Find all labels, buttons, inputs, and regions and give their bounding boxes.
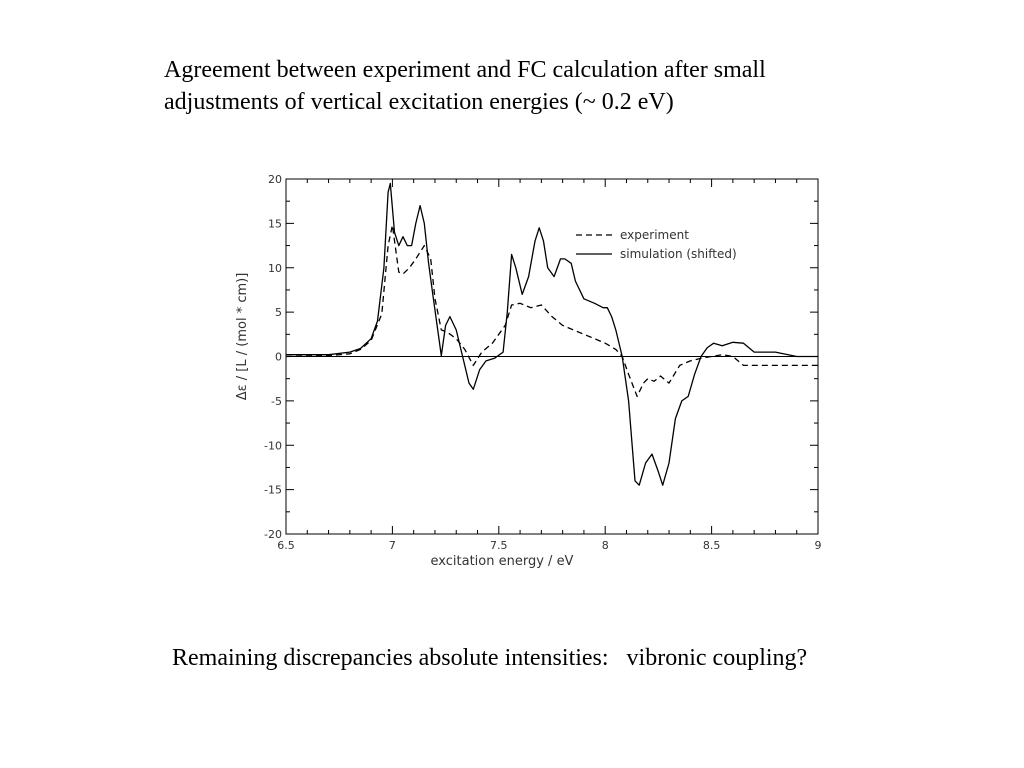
- series-line-experiment: [285, 224, 818, 398]
- y-tick-label: 0: [275, 351, 282, 364]
- y-tick-label: -20: [264, 528, 282, 541]
- y-tick-label: -5: [271, 395, 282, 408]
- y-tick-label: 20: [268, 173, 282, 186]
- x-tick-label: 7.5: [490, 539, 508, 552]
- slide-title: Agreement between experiment and FC calc…: [164, 54, 924, 118]
- x-tick-label: 6.5: [277, 539, 295, 552]
- x-tick-label: 8.5: [703, 539, 721, 552]
- x-tick-label: 9: [815, 539, 822, 552]
- y-axis-ticks: -20 -15 -10 -5 0 5 10 15 20: [264, 173, 818, 541]
- legend-label-experiment: experiment: [620, 228, 689, 242]
- y-tick-label: -10: [264, 439, 282, 452]
- series-group: [285, 182, 818, 486]
- x-tick-label: 8: [602, 539, 609, 552]
- slide-footer: Remaining discrepancies absolute intensi…: [172, 645, 808, 671]
- y-axis-title: Δε / [L / (mol * cm)]: [235, 273, 250, 401]
- x-axis-title: excitation energy / eV: [431, 554, 574, 569]
- title-line-2: adjustments of vertical excitation energ…: [164, 89, 674, 115]
- y-tick-label: 15: [268, 217, 282, 230]
- legend: experiment simulation (shifted): [576, 228, 737, 261]
- series-line-simulation: [286, 182, 818, 486]
- title-line-1: Agreement between experiment and FC calc…: [164, 57, 766, 83]
- y-tick-label: 10: [268, 262, 282, 275]
- x-tick-label: 7: [389, 539, 396, 552]
- legend-label-simulation: simulation (shifted): [620, 247, 737, 261]
- cd-spectrum-chart: 6.5 7 7.5 8 8.5 9 -20 -15 -10 -5 0 5 10 15 20 excitat…: [235, 173, 822, 569]
- y-tick-label: 5: [275, 306, 282, 319]
- y-tick-label: -15: [264, 484, 282, 497]
- x-axis-ticks: 6.5 7 7.5 8 8.5 9: [277, 179, 822, 552]
